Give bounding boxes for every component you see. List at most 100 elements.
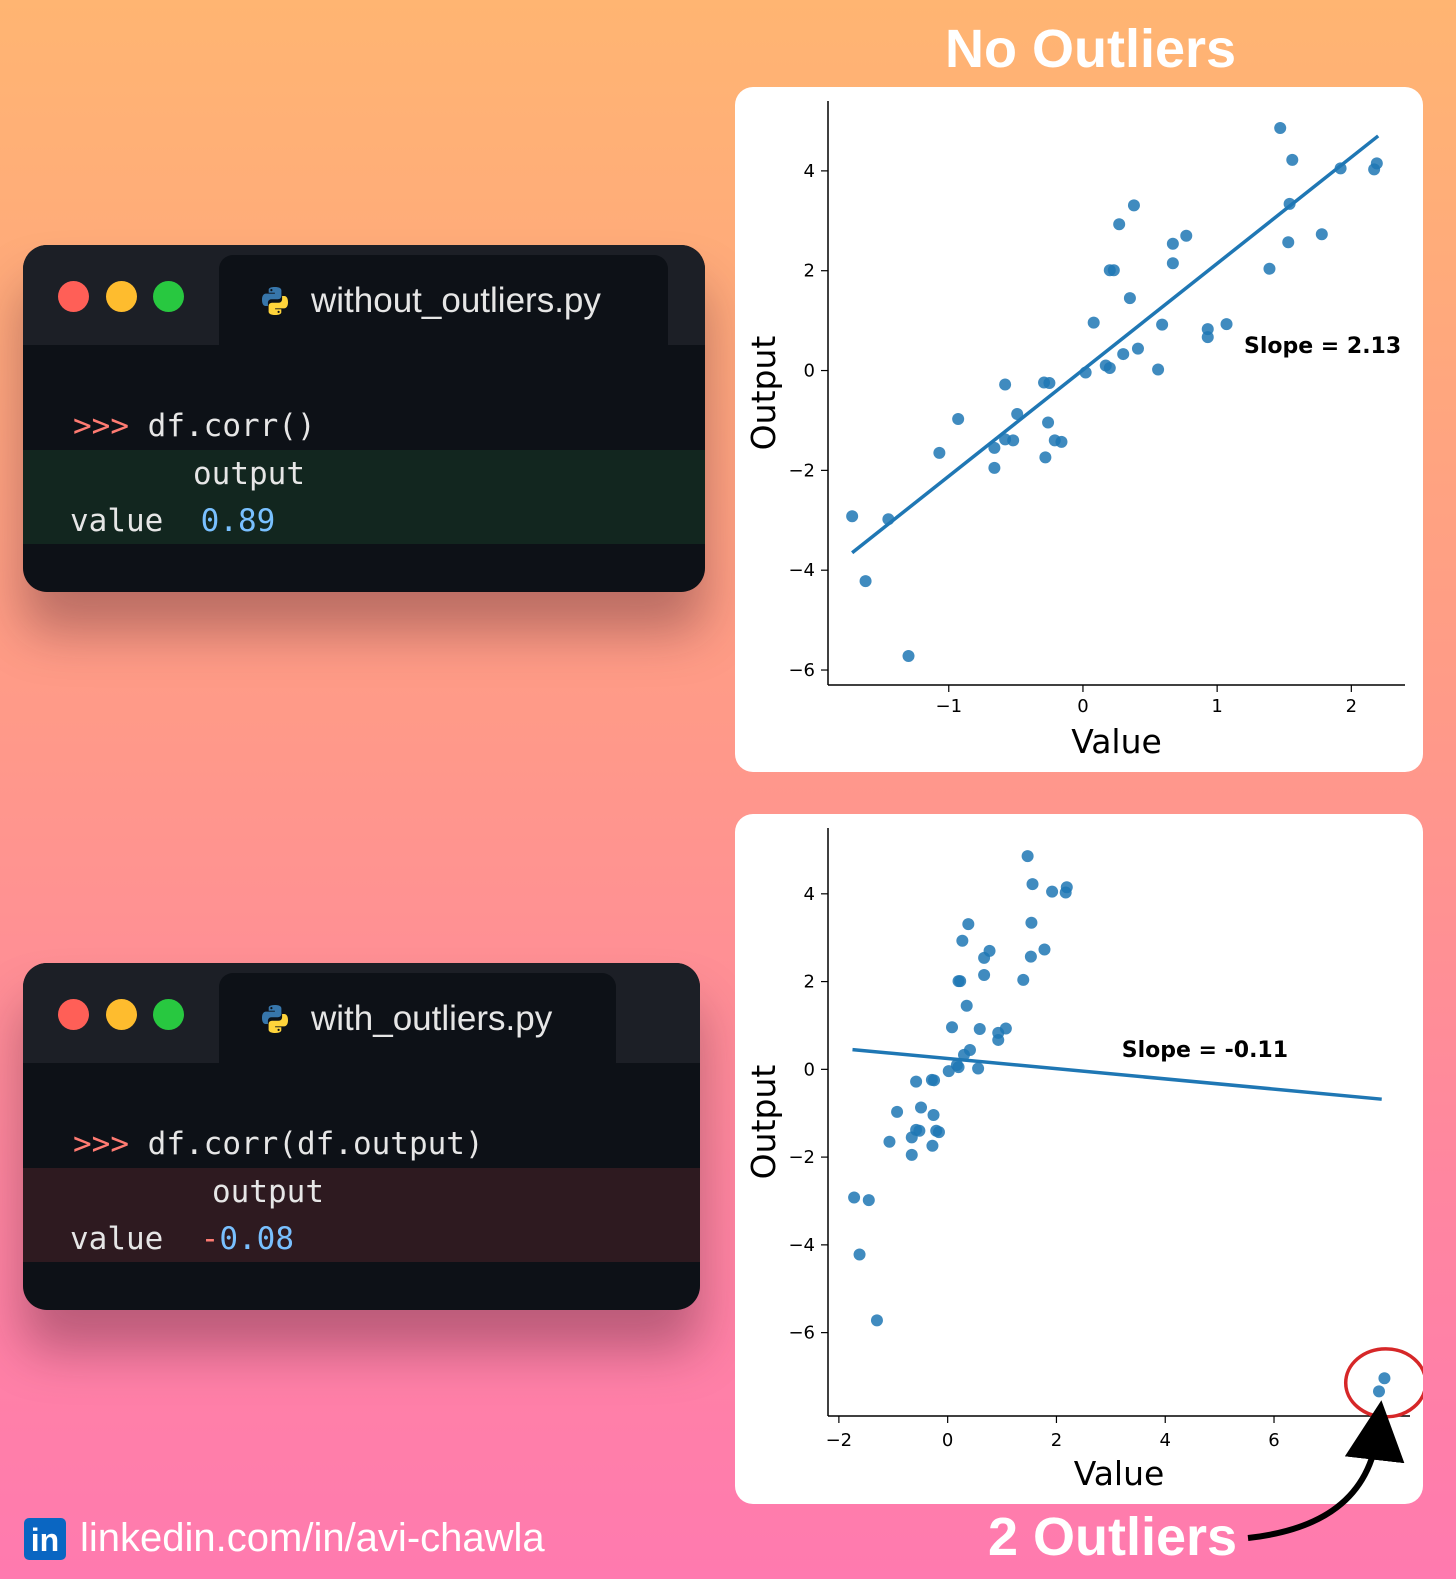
scatter-point xyxy=(1117,348,1130,361)
scatter-point xyxy=(1263,262,1276,275)
window-titlebar: without_outliers.py xyxy=(23,245,705,347)
value-sign: - xyxy=(200,1221,220,1257)
y-tick-label: −6 xyxy=(788,660,815,681)
minimize-window-dot[interactable] xyxy=(106,999,137,1030)
scatter-point xyxy=(1370,157,1383,170)
scatter-point xyxy=(1024,950,1037,963)
command-text: df.corr() xyxy=(129,408,316,444)
scatter-point xyxy=(1103,362,1116,375)
scatter-point xyxy=(942,1065,955,1078)
repl-prompt: >>> xyxy=(73,1126,129,1162)
y-tick-label: −4 xyxy=(788,560,815,581)
scatter-point xyxy=(1021,850,1034,863)
scatter-point xyxy=(1107,264,1120,277)
x-axis-title: Value xyxy=(1071,722,1162,761)
scatter-point xyxy=(862,1194,875,1207)
chart-panel-with-outliers: −2 0 2 4 6 8 4 2 0 −2 −4 −6 Value Output Slope = -0.11 xyxy=(735,814,1423,1504)
y-tick-label: −6 xyxy=(788,1323,815,1344)
scatter-point xyxy=(926,1139,939,1152)
scatter-point xyxy=(905,1148,918,1161)
scatter-point xyxy=(988,441,1001,454)
scatter-point xyxy=(1152,363,1165,376)
scatter-point xyxy=(928,1074,941,1087)
code-window-without-outliers: without_outliers.py >>> df.corr() output… xyxy=(23,245,705,592)
scatter-point xyxy=(1156,318,1169,331)
x-tick-label: 8 xyxy=(1377,1430,1388,1451)
scatter-point xyxy=(1131,342,1144,355)
scatter-point xyxy=(1042,416,1055,429)
scatter-point xyxy=(988,461,1001,474)
y-tick-label: 0 xyxy=(804,1059,815,1080)
scatter-point xyxy=(972,1062,985,1075)
scatter-point xyxy=(902,650,915,663)
scatter-chart-no-outliers: −1 0 1 2 4 2 0 −2 −4 −6 Value Output Slope = 2.13 xyxy=(744,101,1405,761)
file-tab[interactable]: with_outliers.py xyxy=(219,973,616,1065)
scatter-point xyxy=(978,969,991,981)
scatter-point xyxy=(859,575,872,588)
output-block: output value -0.08 xyxy=(23,1168,700,1262)
scatter-point xyxy=(1274,121,1287,134)
x-axis-title: Value xyxy=(1074,1454,1165,1493)
scatter-point xyxy=(999,378,1012,391)
y-axis-title: Output xyxy=(744,1065,783,1180)
scatter-point xyxy=(853,1248,866,1261)
headline-two-outliers: 2 Outliers xyxy=(988,1507,1238,1567)
row-label: value xyxy=(70,1221,164,1257)
scatter-point xyxy=(992,1033,1005,1046)
scatter-point xyxy=(1180,229,1193,242)
scatter-point xyxy=(963,1044,976,1057)
scatter-point xyxy=(1038,943,1051,956)
close-window-dot[interactable] xyxy=(58,281,89,312)
scatter-point xyxy=(846,510,859,523)
maximize-window-dot[interactable] xyxy=(153,999,184,1030)
code-command-line: >>> df.corr(df.output) xyxy=(73,1126,700,1162)
scatter-point xyxy=(962,918,975,931)
scatter-point xyxy=(1060,881,1073,894)
maximize-window-dot[interactable] xyxy=(153,281,184,312)
scatter-point xyxy=(932,1126,945,1139)
x-tick-label: −2 xyxy=(826,1430,853,1451)
scatter-point xyxy=(1315,228,1328,241)
y-axis-title: Output xyxy=(744,336,783,451)
y-tick-label: −4 xyxy=(788,1235,815,1256)
row-label: value xyxy=(70,503,164,539)
scatter-point xyxy=(983,944,996,957)
x-tick-label: 6 xyxy=(1268,1430,1279,1451)
linkedin-url[interactable]: linkedin.com/in/avi-chawla xyxy=(80,1516,545,1560)
window-titlebar: with_outliers.py xyxy=(23,963,700,1065)
scatter-point xyxy=(1011,407,1024,420)
y-tick-label: −2 xyxy=(788,460,815,481)
correlation-value: 0.89 xyxy=(200,503,276,539)
scatter-point xyxy=(1087,316,1100,329)
scatter-point xyxy=(1046,885,1059,898)
x-tick-label: 1 xyxy=(1211,696,1222,717)
filename-label: without_outliers.py xyxy=(311,281,601,320)
scatter-point xyxy=(1039,451,1052,464)
slope-label: Slope = -0.11 xyxy=(1122,1038,1288,1063)
regression-line xyxy=(851,134,1380,555)
output-column-header: output xyxy=(193,456,305,492)
scatter-point xyxy=(870,1314,883,1327)
headline-no-outliers: No Outliers xyxy=(945,19,1237,79)
x-tick-label: 0 xyxy=(942,1430,953,1451)
scatter-point xyxy=(1025,916,1038,929)
scatter-point xyxy=(1166,257,1179,270)
python-icon xyxy=(262,1005,288,1033)
regression-line xyxy=(852,1047,1382,1101)
scatter-point xyxy=(954,975,967,988)
scatter-point xyxy=(960,999,973,1012)
minimize-window-dot[interactable] xyxy=(106,281,137,312)
scatter-point xyxy=(1043,377,1056,390)
scatter-point xyxy=(910,1075,923,1088)
scatter-point xyxy=(973,1022,986,1035)
y-tick-label: 4 xyxy=(804,884,815,905)
scatter-point xyxy=(1007,434,1020,447)
scatter-point xyxy=(891,1105,904,1118)
close-window-dot[interactable] xyxy=(58,999,89,1030)
x-tick-label: 2 xyxy=(1051,1430,1062,1451)
scatter-point xyxy=(927,1108,940,1121)
scatter-point xyxy=(956,934,969,947)
code-window-with-outliers: with_outliers.py >>> df.corr(df.output) … xyxy=(23,963,700,1310)
file-tab[interactable]: without_outliers.py xyxy=(219,255,668,347)
repl-prompt: >>> xyxy=(73,408,129,444)
